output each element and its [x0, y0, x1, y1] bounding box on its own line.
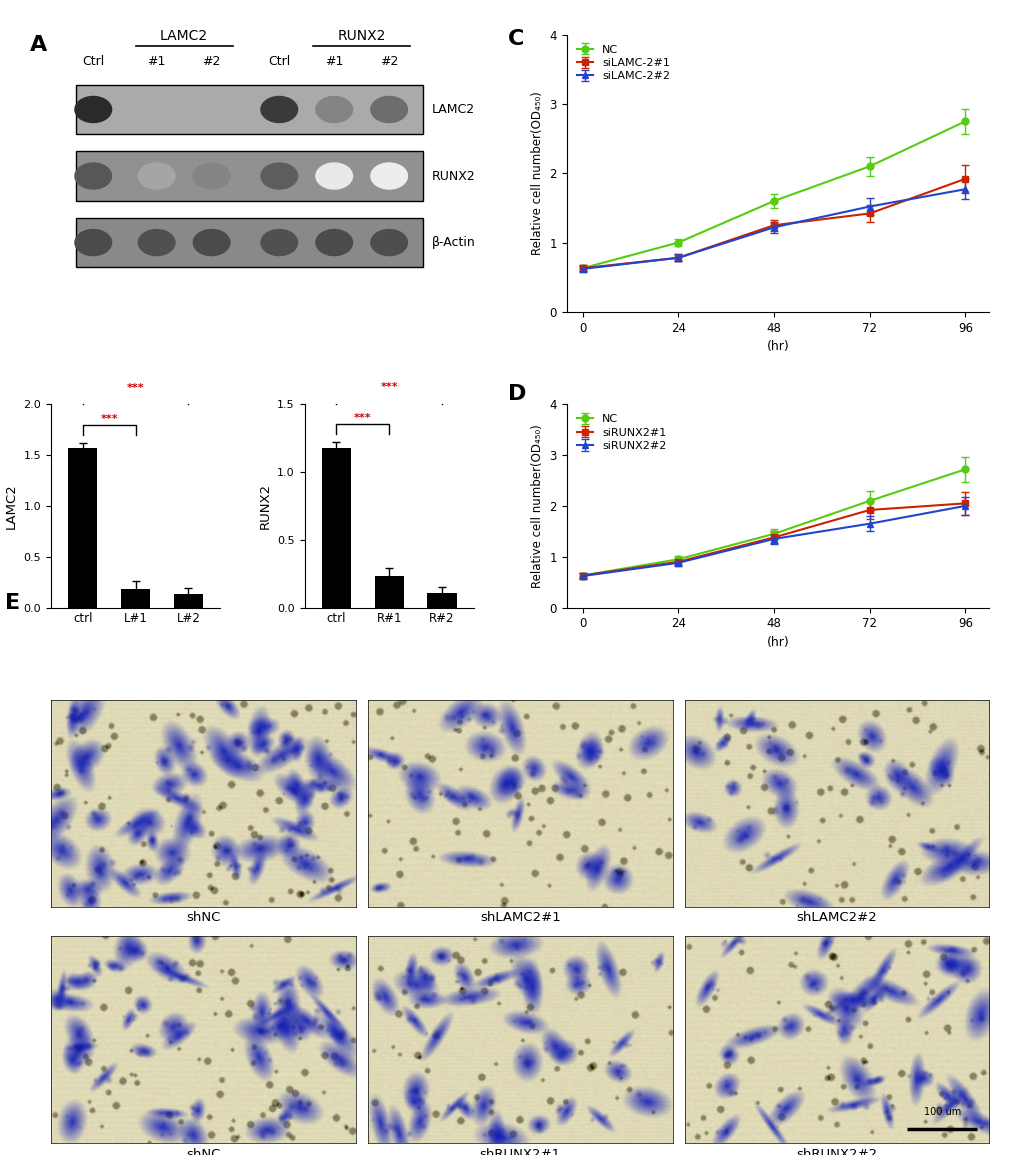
Text: Ctrl: Ctrl [268, 55, 290, 68]
Text: C: C [507, 29, 524, 50]
Bar [76, 217, 423, 268]
Bar [76, 84, 423, 134]
X-axis label: shLAMC2#1: shLAMC2#1 [479, 911, 560, 924]
Ellipse shape [370, 96, 408, 124]
Y-axis label: LAMC2: LAMC2 [5, 483, 18, 529]
Text: ***: *** [126, 383, 145, 393]
Text: #2: #2 [380, 55, 398, 68]
Ellipse shape [370, 229, 408, 256]
Ellipse shape [260, 96, 298, 124]
Ellipse shape [193, 163, 230, 189]
Ellipse shape [315, 163, 353, 189]
Bar [76, 151, 423, 201]
Ellipse shape [315, 229, 353, 256]
Ellipse shape [74, 96, 112, 124]
Ellipse shape [74, 163, 112, 189]
Text: RUNX2: RUNX2 [337, 29, 385, 43]
Text: ***: *** [354, 412, 371, 423]
Text: #2: #2 [202, 55, 220, 68]
Y-axis label: RUNX2: RUNX2 [259, 483, 271, 529]
X-axis label: shNC: shNC [186, 911, 220, 924]
X-axis label: shRUNX2#2: shRUNX2#2 [796, 1148, 876, 1155]
Text: A: A [30, 35, 47, 54]
Text: E: E [5, 593, 20, 612]
Legend: NC, siRUNX2#1, siRUNX2#2: NC, siRUNX2#1, siRUNX2#2 [572, 410, 671, 455]
Y-axis label: Relative cell number(OD₄₅₀): Relative cell number(OD₄₅₀) [531, 91, 543, 255]
Ellipse shape [138, 229, 175, 256]
Ellipse shape [138, 163, 175, 189]
Text: ***: *** [380, 382, 397, 393]
Text: LAMC2: LAMC2 [160, 29, 208, 43]
Ellipse shape [260, 229, 298, 256]
Ellipse shape [315, 96, 353, 124]
Text: D: D [507, 383, 526, 404]
Ellipse shape [74, 229, 112, 256]
Y-axis label: Relative cell number(OD₄₅₀): Relative cell number(OD₄₅₀) [531, 424, 543, 588]
Ellipse shape [193, 229, 230, 256]
Text: RUNX2: RUNX2 [431, 170, 475, 182]
Bar [173, 595, 203, 608]
X-axis label: shNC: shNC [186, 1148, 220, 1155]
Text: #1: #1 [148, 55, 166, 68]
Text: ***: *** [100, 413, 118, 424]
Bar [68, 448, 97, 608]
Text: Ctrl: Ctrl [83, 55, 104, 68]
Bar [121, 589, 150, 608]
X-axis label: (hr): (hr) [766, 635, 789, 649]
Ellipse shape [260, 163, 298, 189]
X-axis label: shRUNX2#1: shRUNX2#1 [479, 1148, 560, 1155]
Text: 100 um: 100 um [922, 1106, 960, 1117]
Text: #1: #1 [325, 55, 343, 68]
Bar [321, 448, 351, 608]
Bar [374, 576, 404, 608]
X-axis label: shLAMC2#2: shLAMC2#2 [796, 911, 876, 924]
X-axis label: (hr): (hr) [766, 340, 789, 353]
Ellipse shape [370, 163, 408, 189]
Text: LAMC2: LAMC2 [431, 103, 474, 116]
Text: β-Actin: β-Actin [431, 236, 475, 249]
Bar [427, 593, 457, 608]
Legend: NC, siLAMC-2#1, siLAMC-2#2: NC, siLAMC-2#1, siLAMC-2#2 [572, 40, 674, 85]
